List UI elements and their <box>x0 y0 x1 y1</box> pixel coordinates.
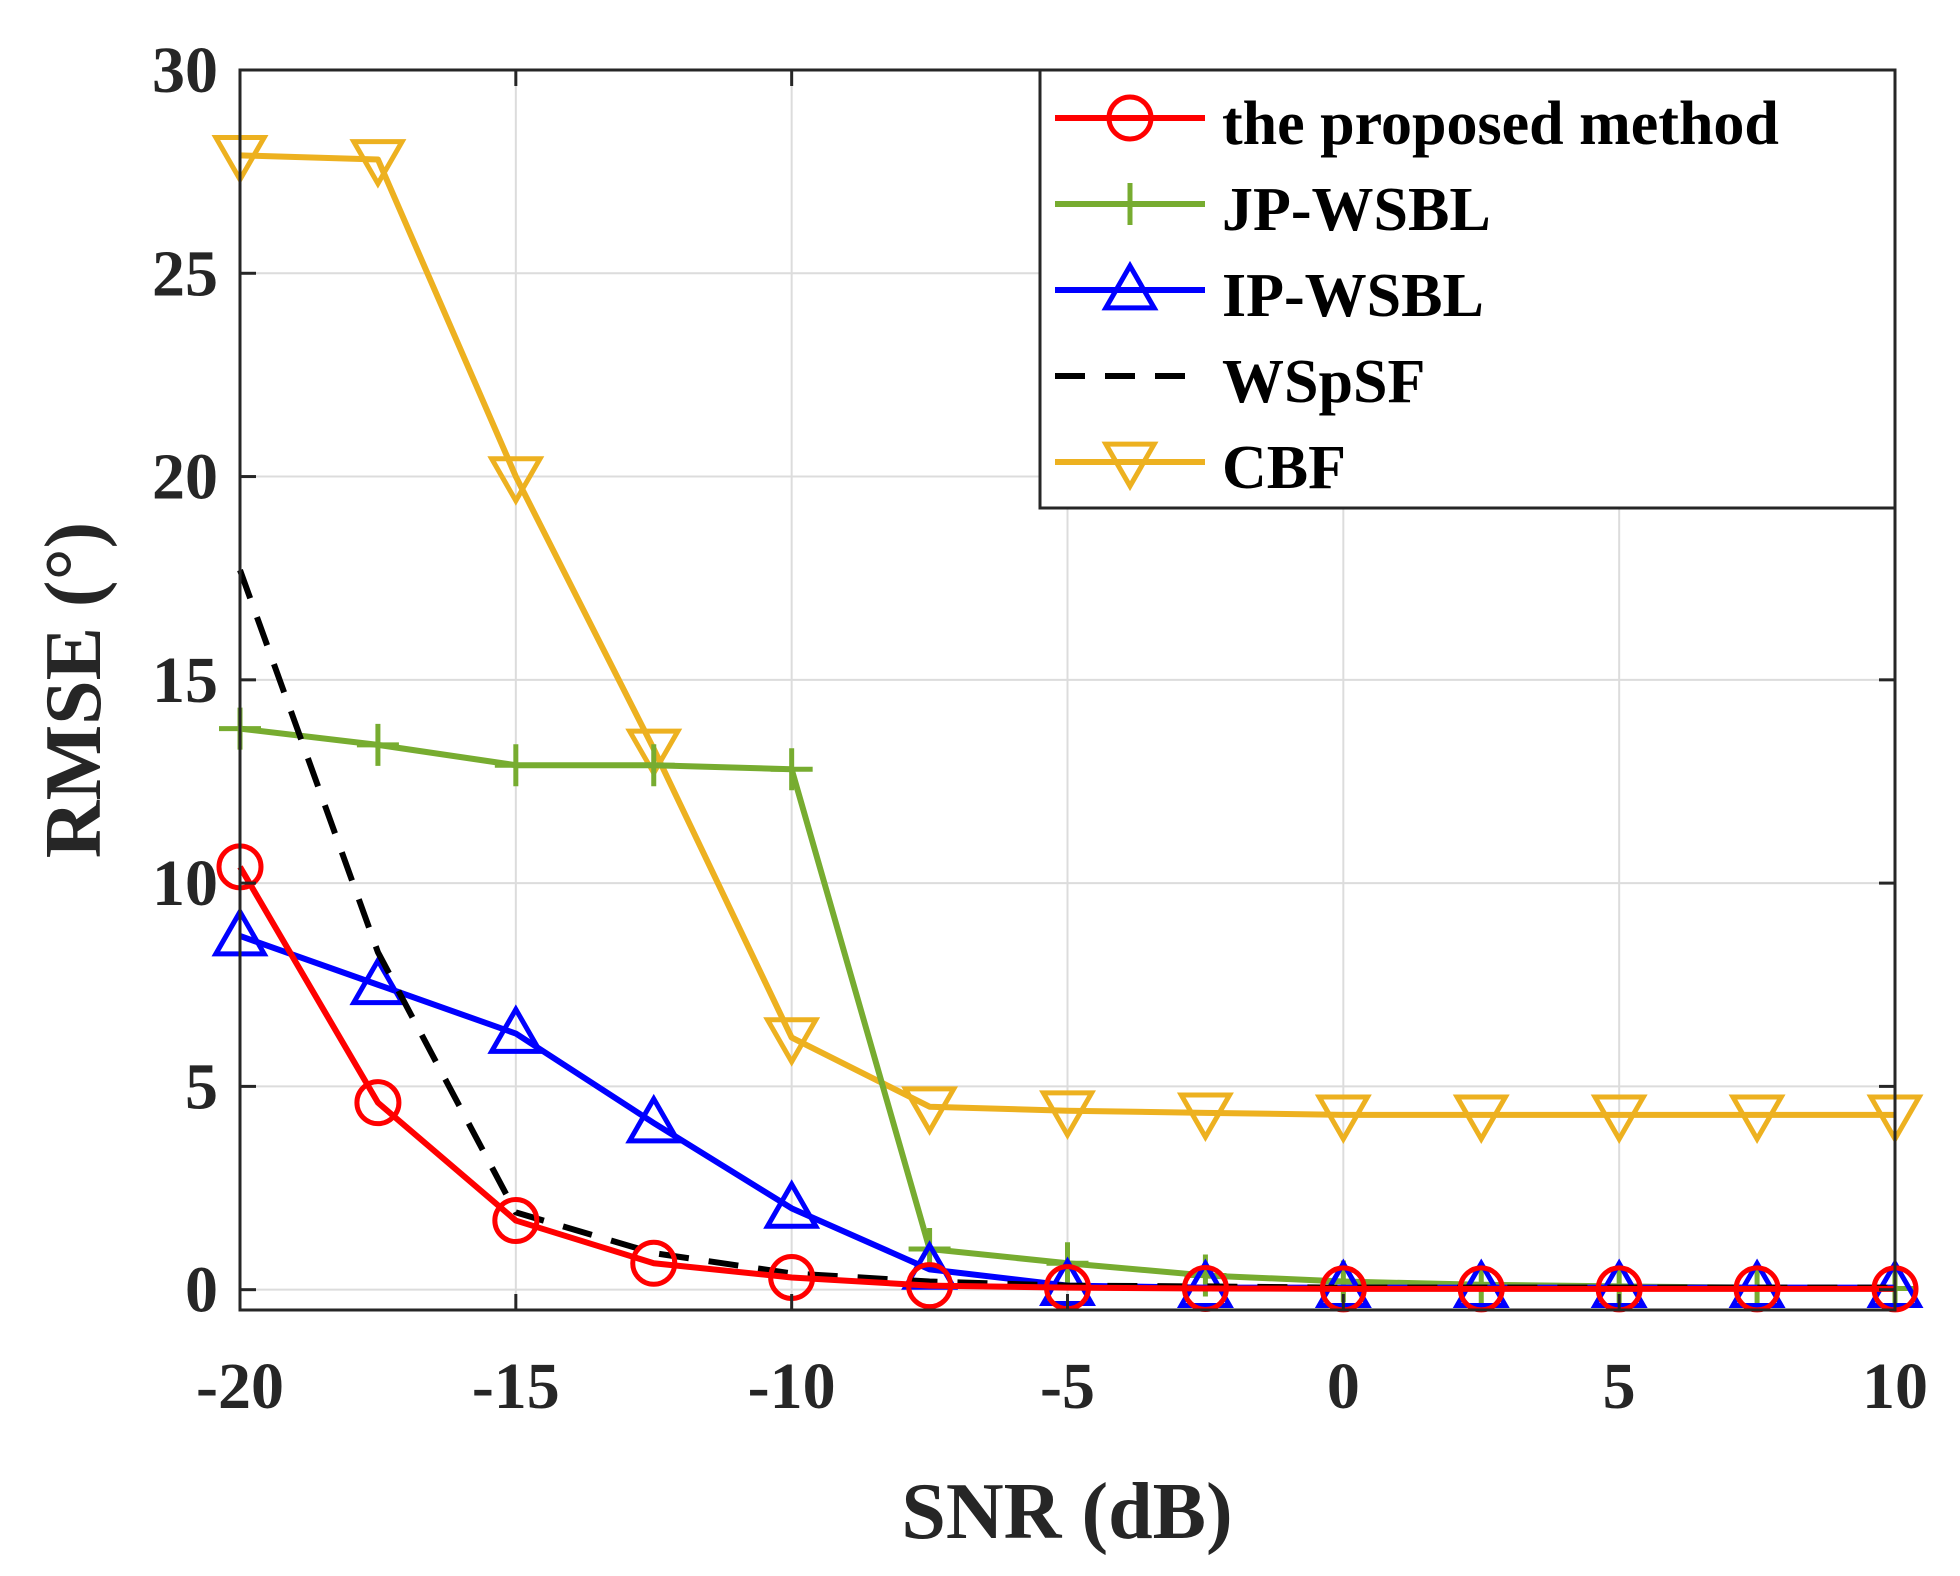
data-point-jp-wsbl <box>494 744 537 787</box>
data-point-cbf <box>763 1017 821 1067</box>
y-tick-label: 25 <box>152 237 218 310</box>
data-point-jp-wsbl <box>356 723 399 766</box>
legend-marker-cbf <box>1101 441 1159 492</box>
y-tick-label: 5 <box>185 1050 218 1123</box>
x-tick-label: -20 <box>196 1350 284 1423</box>
data-point-the-proposed-method <box>354 1079 402 1127</box>
data-point-the-proposed-method <box>492 1197 540 1245</box>
y-tick-label: 30 <box>152 34 218 107</box>
x-tick-label: -15 <box>472 1350 560 1423</box>
data-point-cbf <box>625 728 683 779</box>
y-tick-label: 10 <box>152 847 218 920</box>
data-point-jp-wsbl <box>770 748 813 791</box>
data-point-jp-wsbl <box>632 744 675 787</box>
series-line-cbf <box>239 152 1895 1118</box>
data-point-ip-wsbl <box>625 1093 683 1144</box>
x-tick-label: 0 <box>1327 1350 1360 1423</box>
y-axis-label: RMSE (°) <box>30 522 118 858</box>
data-point-cbf <box>1452 1094 1510 1145</box>
x-tick-label: 10 <box>1862 1350 1928 1423</box>
series-line-the-proposed-method <box>237 865 1895 1292</box>
series-cbf <box>211 135 1924 1145</box>
data-point-ip-wsbl <box>1728 1258 1786 1308</box>
legend-label-cbf: CBF <box>1222 434 1346 502</box>
y-tick-label: 15 <box>152 644 218 717</box>
data-point-ip-wsbl <box>1452 1258 1510 1308</box>
data-point-cbf <box>1590 1094 1648 1145</box>
x-tick-label: -10 <box>748 1350 836 1423</box>
data-point-ip-wsbl <box>487 1004 545 1054</box>
legend-items <box>1055 94 1205 492</box>
legend-marker-ip-wsbl <box>1101 260 1159 311</box>
x-tick-label: 5 <box>1603 1350 1636 1423</box>
legend-box <box>1038 68 1897 510</box>
data-point-cbf <box>1314 1094 1372 1145</box>
legend-marker-the-proposed-method <box>1106 94 1154 142</box>
data-point-cbf <box>1728 1094 1786 1145</box>
data-point-the-proposed-method <box>906 1262 954 1310</box>
x-tick-label: -5 <box>1040 1350 1095 1423</box>
legend-label-proposed: the proposed method <box>1222 90 1779 158</box>
data-point-cbf <box>1039 1090 1096 1140</box>
legend: the proposed method JP-WSBL IP-WSBL WSpS… <box>1038 68 1897 510</box>
y-tick-label: 0 <box>185 1254 218 1327</box>
data-point-ip-wsbl <box>349 955 407 1006</box>
x-axis-label: SNR (dB) <box>901 1468 1232 1556</box>
legend-label-ip-wsbl: IP-WSBL <box>1222 262 1484 330</box>
y-tick-label: 20 <box>152 441 218 514</box>
data-point-cbf <box>901 1086 959 1136</box>
legend-label-jp-wsbl: JP-WSBL <box>1222 176 1491 244</box>
x-tick-labels: -20 -15 -10 -5 0 5 10 <box>196 1350 1928 1423</box>
data-point-the-proposed-method <box>630 1239 678 1287</box>
data-point-cbf <box>1176 1092 1234 1142</box>
legend-marker-jp-wsbl <box>1109 183 1151 225</box>
data-point-ip-wsbl <box>763 1179 821 1229</box>
y-tick-labels: 0 5 10 15 20 25 30 <box>152 34 218 1327</box>
legend-label-wspsf: WSpSF <box>1222 348 1425 416</box>
data-point-cbf <box>487 456 545 506</box>
data-point-cbf <box>349 139 407 189</box>
